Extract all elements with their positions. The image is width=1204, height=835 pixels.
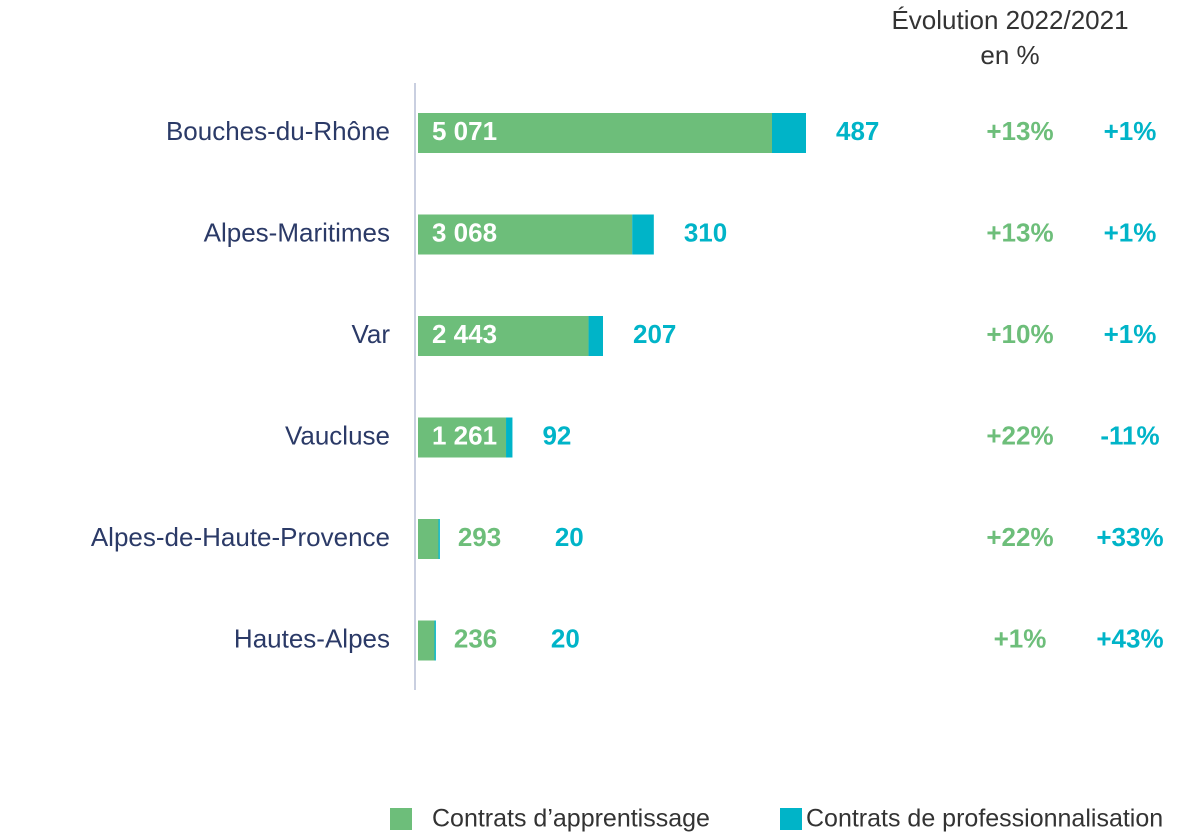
evolution-label: +1% bbox=[1104, 319, 1157, 349]
bar-segment bbox=[506, 417, 513, 458]
legend-swatch bbox=[390, 808, 412, 830]
legend-label: Contrats d’apprentissage bbox=[432, 805, 710, 833]
bar-segment bbox=[418, 417, 507, 458]
bar-segment bbox=[772, 113, 806, 153]
evolution-label: +1% bbox=[1104, 116, 1157, 146]
category-label: Alpes-Maritimes bbox=[204, 217, 390, 247]
value-label: 92 bbox=[542, 420, 571, 450]
value-label: 5 071 bbox=[432, 116, 497, 146]
evolution-subtitle: en % bbox=[980, 40, 1039, 70]
legend-label: Contrats de professionnalisation bbox=[806, 805, 1163, 833]
value-label: 1 261 bbox=[432, 420, 497, 450]
value-label: 207 bbox=[633, 319, 676, 349]
value-label: 2 443 bbox=[432, 319, 497, 349]
bar-segment bbox=[418, 519, 439, 559]
category-label: Bouches-du-Rhône bbox=[166, 116, 390, 146]
bar-segment bbox=[438, 519, 440, 559]
evolution-label: +1% bbox=[1104, 217, 1157, 247]
legend-swatch bbox=[780, 808, 802, 830]
evolution-label: +1% bbox=[994, 623, 1047, 653]
category-label: Var bbox=[351, 319, 390, 349]
value-label: 310 bbox=[684, 217, 727, 247]
category-label: Alpes-de-Haute-Provence bbox=[91, 522, 390, 552]
evolution-label: +13% bbox=[986, 217, 1053, 247]
value-label: 20 bbox=[555, 522, 584, 552]
evolution-label: +22% bbox=[986, 522, 1053, 552]
bar-segment bbox=[632, 214, 654, 255]
value-label: 20 bbox=[551, 623, 580, 653]
bar-segment bbox=[418, 316, 589, 356]
evolution-title: Évolution 2022/2021 bbox=[891, 5, 1128, 35]
value-label: 487 bbox=[836, 116, 879, 146]
bar-segment bbox=[434, 620, 436, 661]
evolution-label: +33% bbox=[1096, 522, 1163, 552]
value-label: 236 bbox=[454, 623, 497, 653]
bar-segment bbox=[418, 214, 633, 255]
evolution-label: +10% bbox=[986, 319, 1053, 349]
category-label: Vaucluse bbox=[285, 420, 390, 450]
evolution-label: +22% bbox=[986, 420, 1053, 450]
bar-segment bbox=[588, 316, 603, 356]
value-label: 293 bbox=[458, 522, 501, 552]
evolution-label: +43% bbox=[1096, 623, 1163, 653]
value-label: 3 068 bbox=[432, 217, 497, 247]
bar-segment bbox=[418, 620, 435, 661]
evolution-label: -11% bbox=[1100, 420, 1159, 450]
evolution-label: +13% bbox=[986, 116, 1053, 146]
bar-segment bbox=[418, 113, 773, 153]
category-label: Hautes-Alpes bbox=[234, 623, 390, 653]
